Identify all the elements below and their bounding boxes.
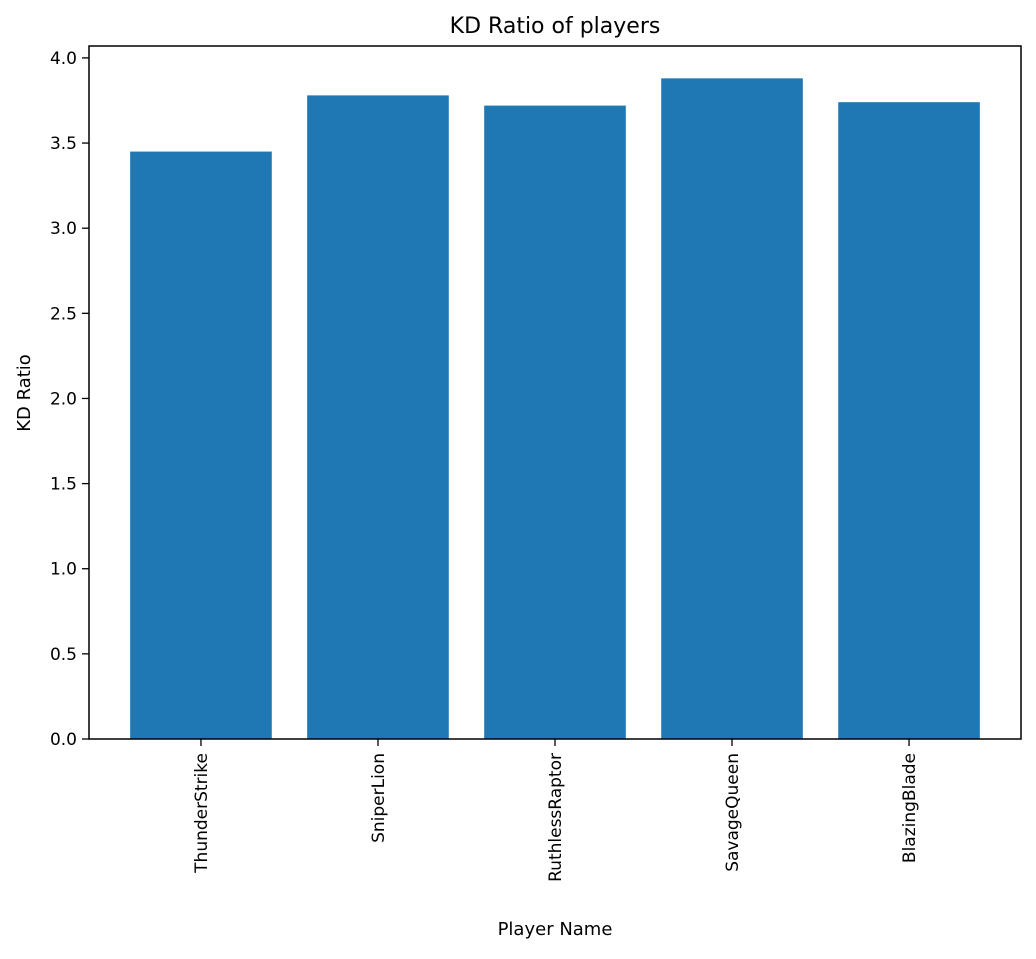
y-tick-label: 4.0 <box>50 49 77 69</box>
x-axis-ticks: ThunderStrike SniperLion RuthlessRaptor Sav… <box>192 739 920 882</box>
bar-ThunderStrike <box>130 151 272 739</box>
y-tick-label: 1.0 <box>50 560 77 580</box>
y-tick-label: 2.5 <box>50 304 77 324</box>
y-tick-label: 0.5 <box>50 645 77 665</box>
x-axis-label: Player Name <box>498 919 613 940</box>
x-tick-label: SavageQueen <box>723 753 743 872</box>
chart-title: KD Ratio of players <box>450 14 661 39</box>
bar-SniperLion <box>307 95 449 740</box>
x-tick-label: RuthlessRaptor <box>546 753 566 882</box>
y-tick-label: 1.5 <box>50 475 77 495</box>
y-tick-label: 3.0 <box>50 219 77 239</box>
plot-frame <box>88 45 1022 740</box>
bars-group <box>130 78 980 740</box>
bar-RuthlessRaptor <box>484 105 626 739</box>
y-tick-label: 0.0 <box>50 730 77 750</box>
x-tick-label: SniperLion <box>369 753 389 843</box>
y-axis-label: KD Ratio <box>14 354 35 432</box>
bar-SavageQueen <box>661 78 803 740</box>
bar-BlazingBlade <box>838 102 980 739</box>
y-tick-label: 2.0 <box>50 389 77 409</box>
y-axis-ticks: 0.0 0.5 1.0 1.5 2.0 2.5 3.0 3.5 4.0 <box>50 49 89 750</box>
x-tick-label: BlazingBlade <box>900 753 920 863</box>
x-tick-label: ThunderStrike <box>192 753 212 874</box>
y-tick-label: 3.5 <box>50 134 77 154</box>
